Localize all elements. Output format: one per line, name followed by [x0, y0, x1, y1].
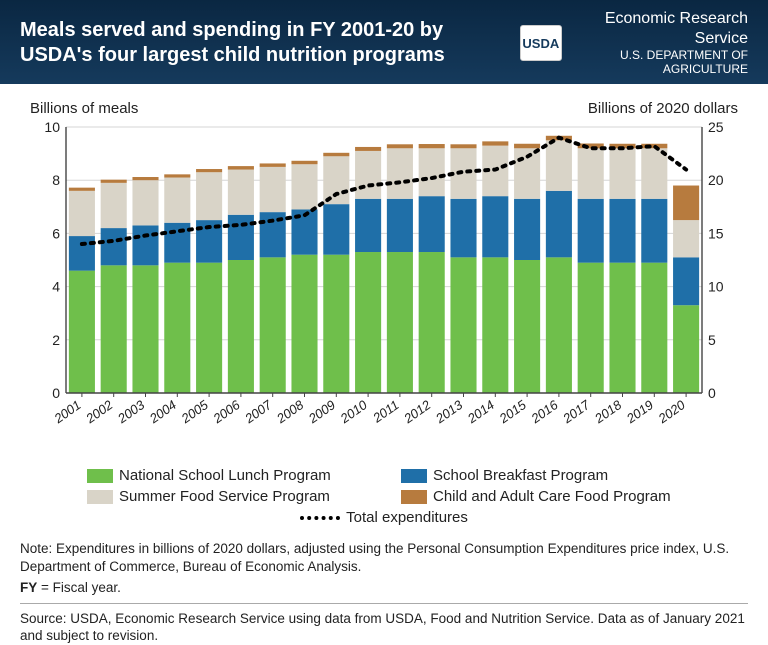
svg-text:2018: 2018	[591, 397, 625, 427]
svg-text:10: 10	[44, 121, 60, 135]
svg-text:2008: 2008	[273, 397, 307, 427]
usda-badge: USDA	[520, 25, 562, 61]
svg-text:4: 4	[52, 279, 60, 295]
svg-text:2004: 2004	[146, 397, 179, 426]
svg-text:2: 2	[52, 332, 60, 348]
legend-item-sbp: School Breakfast Program	[401, 467, 681, 484]
legend: National School Lunch Program School Bre…	[30, 467, 738, 526]
legend-label: Total expenditures	[346, 509, 468, 526]
figure-container: Meals served and spending in FY 2001-20 …	[0, 0, 768, 641]
svg-text:2019: 2019	[623, 397, 656, 426]
chart-title: Meals served and spending in FY 2001-20 …	[20, 18, 520, 68]
swatch-sfsp	[87, 490, 113, 504]
legend-row-3: Total expenditures	[30, 509, 738, 526]
legend-row-1: National School Lunch Program School Bre…	[30, 467, 738, 484]
header-banner: Meals served and spending in FY 2001-20 …	[0, 0, 768, 84]
svg-text:15: 15	[708, 225, 724, 241]
source-text: Source: USDA, Economic Research Service …	[20, 610, 748, 645]
usda-logo-block: USDA Economic Research Service U.S. DEPA…	[520, 9, 748, 76]
divider	[20, 603, 748, 604]
swatch-sbp	[401, 469, 427, 483]
plot-area: 0246810051015202520012002200320042005200…	[30, 121, 738, 433]
fy-text: FY = Fiscal year.	[20, 579, 748, 597]
agency-text: Economic Research Service U.S. DEPARTMEN…	[570, 9, 748, 76]
note-text: Note: Expenditures in billions of 2020 d…	[20, 540, 748, 575]
legend-item-cacfp: Child and Adult Care Food Program	[401, 488, 681, 505]
svg-text:2009: 2009	[305, 397, 338, 426]
svg-text:2002: 2002	[82, 397, 116, 427]
left-axis-label: Billions of meals	[30, 100, 138, 117]
svg-text:2011: 2011	[369, 397, 401, 426]
svg-text:10: 10	[708, 279, 724, 295]
svg-text:2003: 2003	[114, 397, 148, 427]
swatch-nslp	[87, 469, 113, 483]
svg-text:2015: 2015	[496, 397, 530, 427]
fy-def: = Fiscal year.	[41, 580, 121, 595]
svg-text:20: 20	[708, 172, 724, 188]
svg-text:2013: 2013	[432, 397, 466, 427]
svg-text:2006: 2006	[210, 397, 244, 427]
chart-svg: 0246810051015202520012002200320042005200…	[30, 121, 738, 433]
svg-text:6: 6	[52, 225, 60, 241]
legend-item-line: Total expenditures	[300, 509, 468, 526]
svg-text:25: 25	[708, 121, 724, 135]
legend-label: Summer Food Service Program	[119, 488, 330, 505]
line-swatch	[300, 516, 340, 520]
svg-text:5: 5	[708, 332, 716, 348]
notes-block: Note: Expenditures in billions of 2020 d…	[0, 534, 768, 645]
legend-label: School Breakfast Program	[433, 467, 608, 484]
legend-item-sfsp: Summer Food Service Program	[87, 488, 367, 505]
legend-row-2: Summer Food Service Program Child and Ad…	[30, 488, 738, 505]
svg-text:0: 0	[708, 385, 716, 401]
legend-label: Child and Adult Care Food Program	[433, 488, 671, 505]
legend-label: National School Lunch Program	[119, 467, 331, 484]
svg-text:2012: 2012	[400, 397, 434, 427]
svg-text:2017: 2017	[559, 397, 593, 427]
svg-text:8: 8	[52, 172, 60, 188]
svg-text:0: 0	[52, 385, 60, 401]
svg-text:2014: 2014	[464, 397, 497, 426]
swatch-cacfp	[401, 490, 427, 504]
legend-item-nslp: National School Lunch Program	[87, 467, 367, 484]
svg-text:2001: 2001	[51, 397, 84, 426]
svg-text:2007: 2007	[241, 397, 275, 427]
chart-area: Billions of meals Billions of 2020 dolla…	[0, 84, 768, 433]
axis-labels-row: Billions of meals Billions of 2020 dolla…	[30, 100, 738, 117]
svg-text:2020: 2020	[655, 397, 689, 427]
svg-text:2005: 2005	[178, 397, 212, 427]
svg-text:2016: 2016	[528, 397, 562, 427]
right-axis-label: Billions of 2020 dollars	[588, 100, 738, 117]
svg-text:2010: 2010	[337, 397, 371, 427]
